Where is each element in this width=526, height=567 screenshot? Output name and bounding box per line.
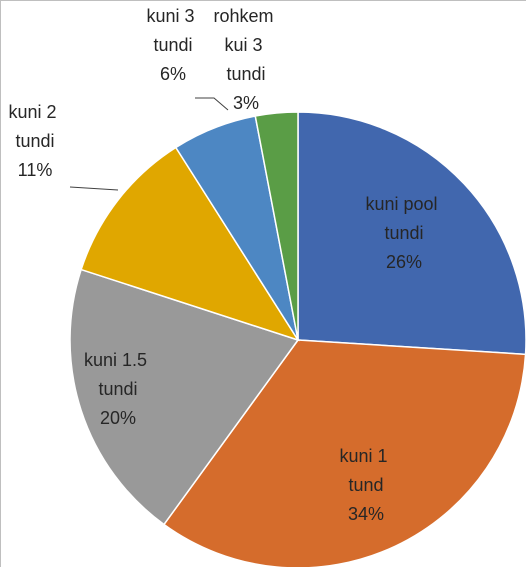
leader-line xyxy=(69,186,119,191)
leader-line xyxy=(195,97,229,111)
slice-label: kuni pool tundi xyxy=(365,194,442,243)
slice-value-label: 20% xyxy=(100,408,136,428)
pie-slice xyxy=(80,146,300,342)
pie-slice xyxy=(162,339,526,567)
slice-value-label: 34% xyxy=(348,504,384,524)
pie-slice xyxy=(254,111,299,341)
slice-value-label: 11% xyxy=(18,160,53,180)
slice-label: kuni 2 tundi xyxy=(8,102,61,151)
slice-label: kuni 3 tundi xyxy=(146,6,199,55)
slice-label: rohkem kui 3 tundi xyxy=(213,6,278,84)
slice-value-label: 6% xyxy=(160,64,186,84)
pie-slice xyxy=(69,268,300,526)
slice-value-label: 26% xyxy=(386,252,422,272)
slice-value-label: 3% xyxy=(233,93,259,113)
pie-slice xyxy=(297,111,526,356)
slice-label: kuni 1 tund xyxy=(339,446,392,495)
slice-label: kuni 1.5 tundi xyxy=(84,350,152,399)
